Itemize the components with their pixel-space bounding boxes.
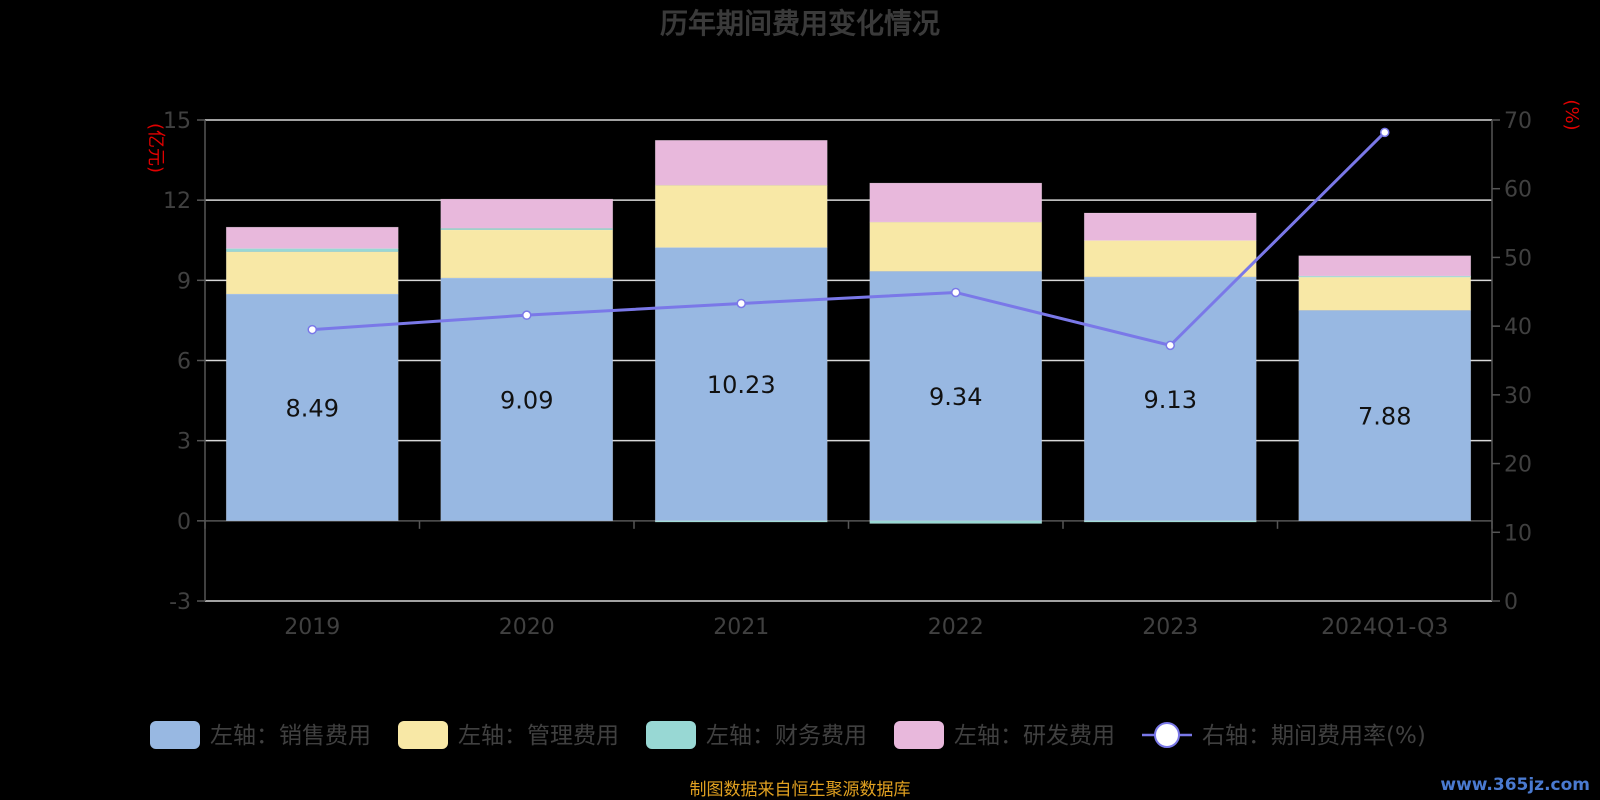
rate-point bbox=[522, 310, 532, 320]
bar-3-2019 bbox=[225, 248, 399, 253]
bar-2-2022 bbox=[869, 221, 1043, 272]
right-tick-label: 60 bbox=[1504, 178, 1532, 203]
rate-point bbox=[1380, 127, 1390, 138]
right-tick-label: 10 bbox=[1504, 521, 1532, 546]
data-labels: 8.49 9.09 10.23 9.34 9.13 7.88 bbox=[286, 371, 1412, 430]
bar-4-2024Q1-Q3 bbox=[1298, 255, 1472, 277]
right-tick-label: 70 bbox=[1504, 109, 1532, 134]
bar-4-2020 bbox=[440, 198, 614, 229]
bar-3-2023 bbox=[1083, 520, 1257, 523]
left-tick-label: 6 bbox=[177, 350, 191, 375]
left-axis-unit: (亿元) bbox=[145, 123, 166, 173]
data-label: 9.34 bbox=[929, 383, 982, 411]
x-tick-label: 2020 bbox=[499, 615, 555, 640]
legend-label: 左轴：财务费用 bbox=[706, 723, 867, 749]
legend-label: 左轴：研发费用 bbox=[954, 723, 1115, 749]
legend-label: 右轴：期间费用率(%) bbox=[1202, 723, 1426, 749]
legend-swatch-marker bbox=[1154, 722, 1180, 748]
right-tick-label: 20 bbox=[1504, 453, 1532, 478]
data-label: 10.23 bbox=[707, 371, 776, 399]
bar-1-2023 bbox=[1083, 276, 1257, 522]
rate-point bbox=[1165, 340, 1175, 351]
bar-4-2021 bbox=[654, 140, 828, 186]
axes: -3 0 3 6 9 12 15 0 10 20 30 40 50 60 70 2019 2020 2021 202… bbox=[163, 109, 1532, 640]
data-label: 8.49 bbox=[286, 394, 339, 422]
data-label: 7.88 bbox=[1358, 403, 1411, 431]
legend-swatch-3 bbox=[646, 721, 696, 749]
bar-2-2019 bbox=[225, 251, 399, 295]
legend-label: 左轴：管理费用 bbox=[458, 723, 619, 749]
rate-line bbox=[312, 131, 1386, 348]
left-tick-label: 3 bbox=[177, 430, 191, 455]
left-tick-label: 12 bbox=[163, 189, 191, 214]
line-series bbox=[307, 127, 1390, 351]
x-tick-label: 2024Q1-Q3 bbox=[1321, 615, 1448, 640]
bars bbox=[225, 140, 1472, 524]
right-tick-label: 40 bbox=[1504, 315, 1532, 340]
legend-swatch-2 bbox=[398, 721, 448, 749]
rate-point bbox=[307, 324, 317, 335]
legend-swatch-4 bbox=[894, 721, 944, 749]
bar-2-2023 bbox=[1083, 240, 1257, 278]
bar-1-2022 bbox=[869, 270, 1043, 522]
bar-1-2024Q1-Q3 bbox=[1298, 309, 1472, 522]
right-tick-label: 50 bbox=[1504, 246, 1532, 271]
right-axis-unit: (%) bbox=[1561, 99, 1582, 130]
bar-4-2023 bbox=[1083, 212, 1257, 241]
x-tick-label: 2023 bbox=[1142, 615, 1198, 640]
bar-4-2022 bbox=[869, 182, 1043, 223]
x-tick-label: 2022 bbox=[928, 615, 984, 640]
source-note: 制图数据来自恒生聚源数据库 bbox=[690, 780, 911, 800]
legend-swatch-1 bbox=[150, 721, 200, 749]
left-tick-label: 9 bbox=[177, 269, 191, 294]
legend: 左轴：销售费用 左轴：管理费用 左轴：财务费用 左轴：研发费用 右轴：期间费用率(%) bbox=[150, 721, 1426, 749]
bar-2-2024Q1-Q3 bbox=[1298, 276, 1472, 311]
rate-point bbox=[736, 298, 746, 309]
legend-label: 左轴：销售费用 bbox=[210, 723, 371, 749]
bar-3-2022 bbox=[869, 520, 1043, 524]
left-tick-label: 0 bbox=[177, 510, 191, 535]
bar-1-2021 bbox=[654, 247, 828, 522]
left-tick-label: -3 bbox=[169, 590, 191, 615]
left-tick-label: 15 bbox=[163, 109, 191, 134]
right-tick-label: 30 bbox=[1504, 384, 1532, 409]
bar-4-2019 bbox=[225, 226, 399, 249]
x-tick-label: 2021 bbox=[713, 615, 769, 640]
data-label: 9.09 bbox=[500, 386, 553, 414]
bar-3-2021 bbox=[654, 520, 828, 523]
data-label: 9.13 bbox=[1144, 386, 1197, 414]
chart-title: 历年期间费用变化情况 bbox=[660, 7, 940, 40]
rate-point bbox=[951, 287, 961, 298]
watermark: www.365jz.com bbox=[1440, 775, 1590, 795]
bar-2-2020 bbox=[440, 229, 614, 279]
x-tick-label: 2019 bbox=[284, 615, 340, 640]
right-tick-label: 0 bbox=[1504, 590, 1518, 615]
bar-2-2021 bbox=[654, 184, 828, 248]
